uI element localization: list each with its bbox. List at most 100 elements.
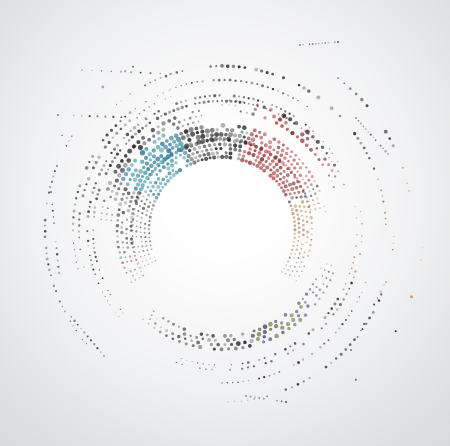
halftone-dot — [246, 366, 250, 369]
halftone-dot — [179, 100, 183, 104]
halftone-dot — [172, 122, 176, 126]
halftone-dot — [140, 183, 145, 188]
halftone-dot — [188, 116, 192, 120]
halftone-dot — [303, 251, 306, 254]
halftone-dot — [260, 141, 264, 145]
halftone-dot — [283, 267, 285, 270]
halftone-dot — [302, 256, 305, 259]
halftone-dot — [250, 137, 256, 143]
halftone-dot — [142, 141, 147, 146]
halftone-dot — [184, 342, 188, 346]
halftone-dot — [187, 137, 192, 143]
halftone-dot — [358, 296, 361, 298]
halftone-dot — [118, 251, 121, 254]
halftone-dot — [238, 148, 242, 153]
halftone-dot — [249, 395, 252, 398]
halftone-dot — [268, 173, 273, 178]
halftone-dot — [191, 361, 193, 363]
halftone-dot — [316, 197, 319, 200]
halftone-dot — [291, 181, 296, 186]
halftone-dot — [289, 155, 292, 158]
halftone-dot — [321, 163, 325, 166]
halftone-dot — [87, 244, 90, 247]
halftone-dot — [45, 252, 48, 255]
halftone-dot — [221, 382, 223, 384]
halftone-dot — [380, 293, 383, 296]
halftone-dot — [291, 270, 294, 272]
halftone-dot — [304, 143, 309, 148]
halftone-dot — [330, 169, 334, 172]
halftone-dot — [47, 191, 51, 194]
halftone-dot — [278, 165, 283, 170]
halftone-dot — [278, 371, 281, 373]
halftone-dot — [72, 216, 75, 219]
halftone-dot — [261, 163, 266, 167]
halftone-dot — [159, 326, 162, 329]
halftone-dot — [233, 147, 238, 152]
halftone-dot — [116, 103, 117, 105]
halftone-dot — [299, 184, 303, 189]
halftone-dot — [137, 129, 141, 133]
halftone-dot — [255, 164, 260, 168]
halftone-dot — [195, 131, 200, 135]
halftone-dot — [306, 186, 309, 189]
halftone-dot — [153, 326, 156, 330]
halftone-dot — [275, 168, 280, 173]
halftone-dot — [101, 85, 105, 89]
halftone-dot — [197, 109, 200, 112]
halftone-dot — [248, 147, 252, 151]
halftone-dot — [223, 334, 227, 338]
halftone-dot — [175, 86, 177, 89]
halftone-dot — [292, 122, 296, 125]
halftone-dot — [53, 170, 56, 173]
halftone-dot — [293, 191, 297, 195]
halftone-dot — [361, 328, 364, 330]
halftone-dot — [145, 259, 147, 261]
halftone-dot — [213, 338, 217, 342]
halftone-dot — [342, 288, 345, 291]
halftone-dot — [216, 155, 220, 159]
halftone-dot — [258, 130, 262, 134]
halftone-dot — [184, 99, 188, 102]
halftone-dot — [149, 212, 153, 215]
halftone-dot — [275, 105, 278, 108]
halftone-dot — [109, 293, 112, 296]
halftone-dot — [263, 116, 267, 120]
halftone-dot — [154, 79, 157, 81]
halftone-dot — [262, 132, 267, 137]
halftone-dot — [290, 131, 295, 136]
halftone-dot — [121, 221, 124, 224]
halftone-dot — [139, 267, 142, 269]
halftone-dot — [123, 187, 128, 192]
halftone-dot — [298, 173, 302, 177]
halftone-dot — [170, 146, 175, 150]
halftone-dot — [243, 340, 247, 345]
halftone-dot — [149, 244, 152, 247]
halftone-dot — [164, 98, 166, 100]
halftone-dot — [233, 346, 238, 351]
halftone-dot — [139, 221, 142, 224]
halftone-dot — [75, 261, 78, 264]
halftone-dot — [322, 141, 324, 143]
halftone-dot — [281, 143, 285, 147]
halftone-dot — [302, 342, 305, 346]
halftone-dot — [87, 177, 91, 181]
halftone-dot — [148, 232, 151, 235]
halftone-dot — [315, 285, 318, 289]
halftone-dot — [274, 121, 279, 125]
halftone-dot — [355, 245, 357, 247]
halftone-dot — [298, 266, 301, 268]
halftone-dot — [382, 200, 385, 203]
halftone-dot — [314, 139, 316, 142]
halftone-dot — [174, 161, 178, 165]
halftone-dot — [335, 308, 339, 311]
halftone-dot — [140, 235, 143, 238]
halftone-dot — [250, 333, 255, 338]
halftone-dot — [322, 283, 325, 286]
halftone-dot — [78, 236, 81, 239]
halftone-dot — [316, 95, 321, 100]
halftone-dot — [319, 346, 322, 349]
halftone-dot — [337, 160, 339, 162]
halftone-dot — [83, 189, 86, 192]
halftone-dot — [293, 228, 297, 232]
